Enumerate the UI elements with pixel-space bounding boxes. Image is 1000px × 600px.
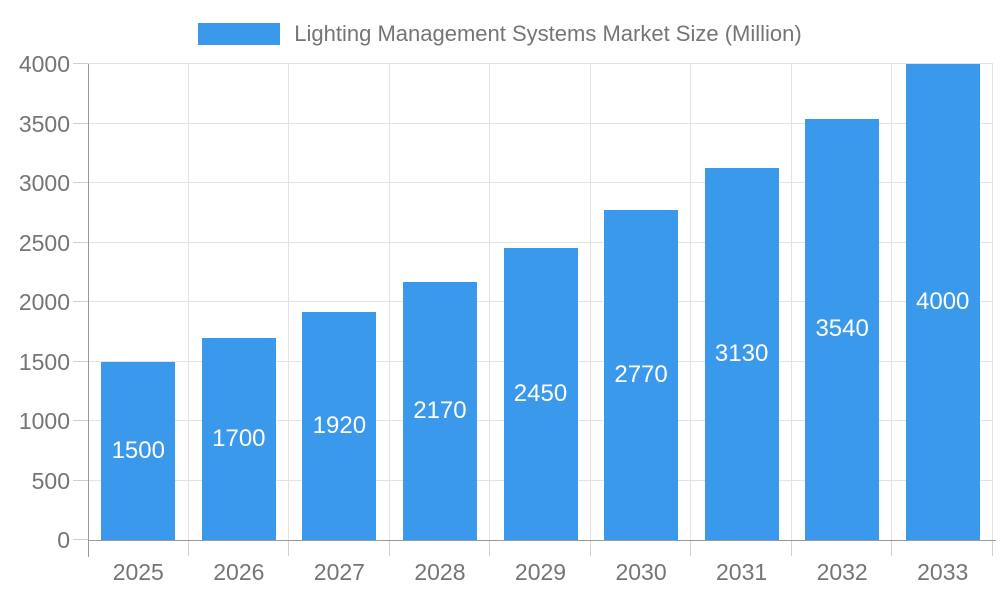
bar <box>604 210 679 540</box>
x-tick-label: 2027 <box>313 559 365 585</box>
x-tick <box>388 541 390 556</box>
bar <box>201 337 276 540</box>
x-tick-label: 2031 <box>716 559 768 585</box>
bar-value-label: 1920 <box>312 411 367 439</box>
y-tick-label: 1000 <box>18 408 70 434</box>
legend: Lighting Management Systems Market Size … <box>0 21 1000 47</box>
v-gridline <box>992 64 993 540</box>
y-tick-label: 0 <box>57 527 70 553</box>
h-gridline <box>88 182 993 183</box>
bar-value-label: 1500 <box>111 436 165 464</box>
y-tick <box>73 360 88 362</box>
v-gridline <box>589 64 591 540</box>
bar-value-label: 4000 <box>916 288 970 315</box>
x-tick-label: 2025 <box>112 559 164 585</box>
bar <box>805 118 880 540</box>
bar-value-label: 2770 <box>614 361 668 389</box>
v-gridline <box>790 64 792 540</box>
h-gridline <box>88 63 993 64</box>
bar-value-label: 3540 <box>815 315 869 343</box>
x-tick-label: 2028 <box>414 559 466 585</box>
h-gridline <box>88 122 993 124</box>
y-tick <box>73 182 88 183</box>
y-tick <box>73 301 88 302</box>
y-tick-label: 2500 <box>18 229 70 256</box>
bar-value-label: 3130 <box>714 339 769 367</box>
bar <box>503 248 578 540</box>
h-gridline <box>88 241 993 243</box>
x-tick <box>790 541 792 556</box>
legend-swatch <box>198 23 281 45</box>
y-tick <box>73 420 88 421</box>
x-tick-label: 2026 <box>213 559 265 585</box>
bar-value-label: 2170 <box>413 396 467 424</box>
v-gridline <box>288 64 290 540</box>
y-tick-label: 4000 <box>18 51 70 77</box>
y-tick-label: 3500 <box>18 110 70 137</box>
y-tick <box>73 479 88 481</box>
y-tick <box>73 63 88 64</box>
bar-value-label: 2450 <box>513 380 568 408</box>
bar-value-label: 1700 <box>212 424 266 452</box>
y-tick <box>73 241 88 243</box>
v-gridline <box>489 64 491 540</box>
x-axis-line <box>88 540 996 541</box>
legend-label: Lighting Management Systems Market Size … <box>294 21 802 46</box>
bar <box>101 361 176 540</box>
x-tick <box>288 541 290 556</box>
x-tick-label: 2033 <box>917 559 969 585</box>
x-tick-label: 2030 <box>615 559 667 585</box>
v-gridline <box>187 64 189 540</box>
y-tick-label: 500 <box>31 467 70 494</box>
y-tick-label: 3000 <box>18 170 70 196</box>
y-tick <box>73 539 88 540</box>
bar <box>905 64 980 540</box>
bar <box>302 311 377 540</box>
y-tick-label: 1500 <box>18 348 70 375</box>
x-tick <box>589 541 591 556</box>
x-tick <box>187 541 189 556</box>
x-tick <box>891 541 893 556</box>
x-tick <box>690 541 692 556</box>
bar <box>402 281 477 540</box>
x-tick <box>489 541 491 556</box>
x-tick <box>992 541 993 556</box>
v-gridline <box>690 64 692 540</box>
v-gridline <box>388 64 390 540</box>
x-tick-label: 2029 <box>514 559 567 585</box>
bar <box>704 167 779 540</box>
y-tick-label: 2000 <box>18 289 70 315</box>
v-gridline <box>891 64 893 540</box>
y-axis-line <box>88 64 89 557</box>
y-tick <box>73 122 88 124</box>
x-tick-label: 2032 <box>816 559 868 585</box>
